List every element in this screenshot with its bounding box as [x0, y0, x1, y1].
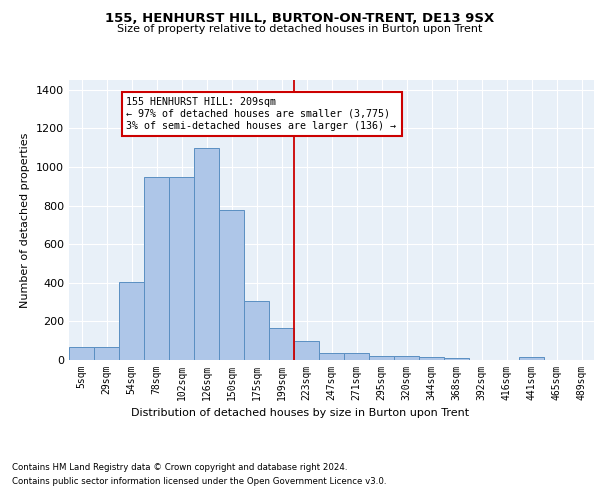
Bar — [319, 353, 344, 360]
Y-axis label: Number of detached properties: Number of detached properties — [20, 132, 31, 308]
Text: 155 HENHURST HILL: 209sqm
← 97% of detached houses are smaller (3,775)
3% of sem: 155 HENHURST HILL: 209sqm ← 97% of detac… — [127, 98, 397, 130]
Bar — [244, 301, 269, 360]
Bar — [119, 282, 144, 360]
Text: Distribution of detached houses by size in Burton upon Trent: Distribution of detached houses by size … — [131, 408, 469, 418]
Bar — [94, 348, 119, 360]
Bar — [519, 357, 544, 360]
Bar — [394, 356, 419, 360]
Bar — [69, 348, 94, 360]
Bar — [444, 358, 469, 360]
Bar — [269, 328, 294, 360]
Bar — [194, 148, 219, 360]
Bar — [169, 176, 194, 360]
Text: Contains public sector information licensed under the Open Government Licence v3: Contains public sector information licen… — [12, 478, 386, 486]
Bar — [144, 176, 169, 360]
Text: 155, HENHURST HILL, BURTON-ON-TRENT, DE13 9SX: 155, HENHURST HILL, BURTON-ON-TRENT, DE1… — [106, 12, 494, 26]
Bar — [294, 340, 319, 360]
Bar — [419, 357, 444, 360]
Bar — [369, 356, 394, 360]
Bar — [219, 210, 244, 360]
Bar — [344, 353, 369, 360]
Text: Size of property relative to detached houses in Burton upon Trent: Size of property relative to detached ho… — [118, 24, 482, 34]
Text: Contains HM Land Registry data © Crown copyright and database right 2024.: Contains HM Land Registry data © Crown c… — [12, 462, 347, 471]
